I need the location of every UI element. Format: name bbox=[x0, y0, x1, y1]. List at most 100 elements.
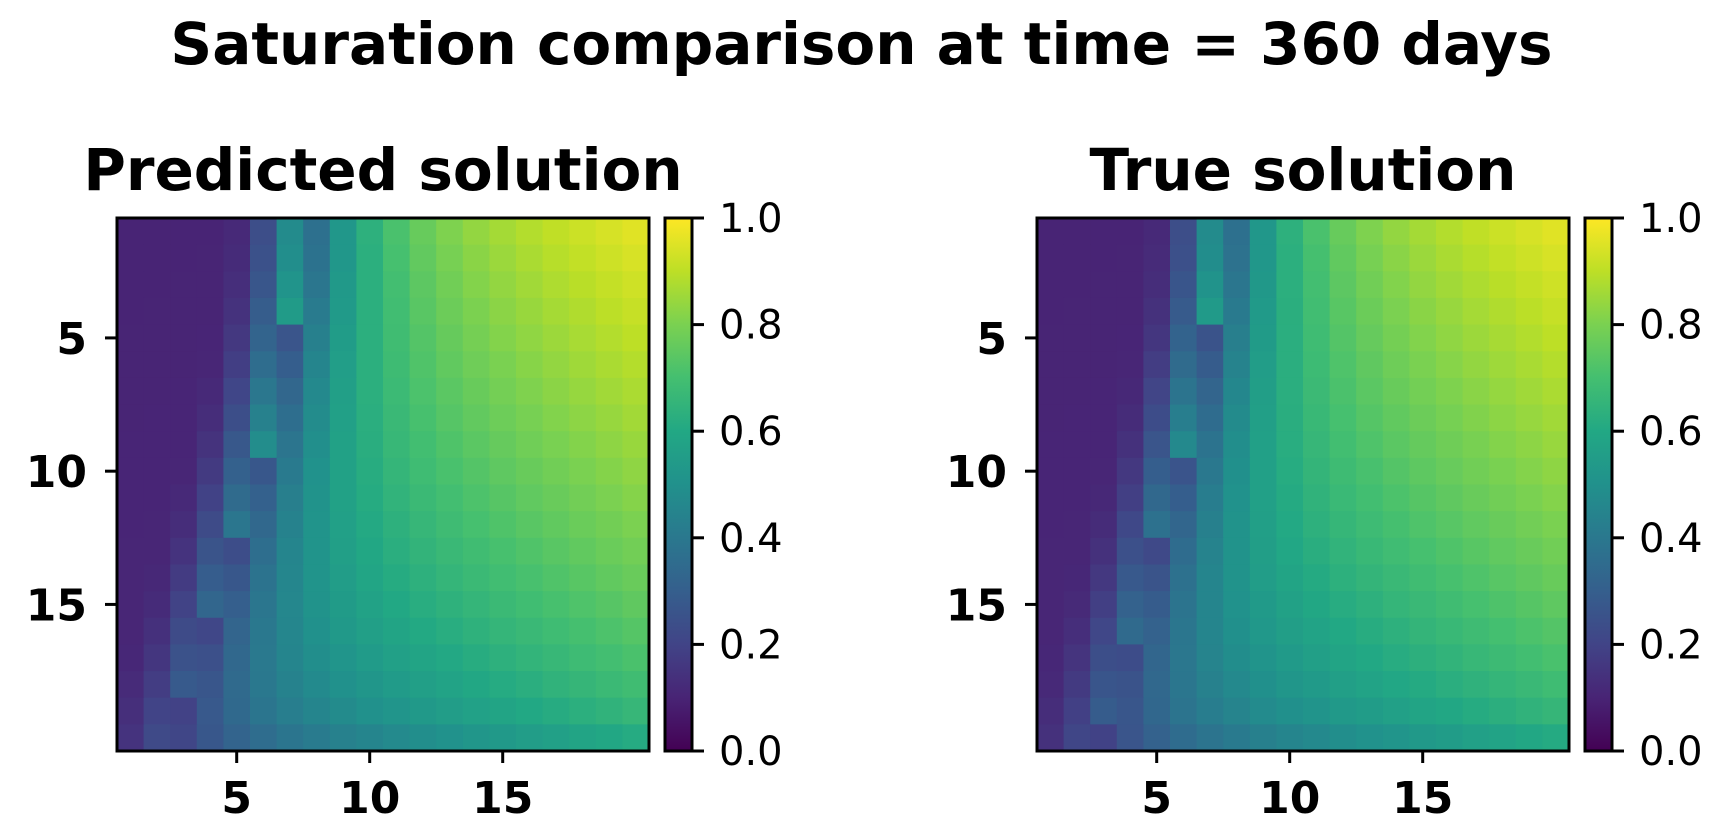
heatmap-cell bbox=[1276, 457, 1304, 486]
heatmap-cell bbox=[117, 697, 145, 725]
heatmap-cell bbox=[1489, 724, 1517, 752]
heatmap-cell bbox=[1489, 351, 1517, 379]
heatmap-cell bbox=[1436, 697, 1464, 725]
heatmap-cell bbox=[569, 324, 597, 352]
heatmap-cell bbox=[1356, 297, 1384, 326]
heatmap-cell bbox=[383, 484, 411, 512]
heatmap-cell bbox=[1542, 244, 1570, 272]
heatmap-cell bbox=[409, 431, 437, 459]
heatmap-cell bbox=[1436, 377, 1464, 406]
heatmap-cell bbox=[1542, 218, 1570, 246]
true-y-ticks: 5 10 15 bbox=[946, 314, 1037, 631]
heatmap-cell bbox=[329, 644, 357, 672]
heatmap-cell bbox=[1542, 431, 1570, 459]
heatmap-cell bbox=[250, 457, 278, 486]
heatmap-cell bbox=[1303, 351, 1331, 379]
heatmap-cell bbox=[569, 244, 597, 272]
heatmap-cell bbox=[569, 297, 597, 326]
heatmap-cell bbox=[1196, 377, 1224, 406]
colorbar-tick-label: 0.8 bbox=[719, 303, 783, 349]
heatmap-cell bbox=[409, 511, 437, 539]
heatmap-cell bbox=[622, 377, 650, 406]
heatmap-cell bbox=[516, 457, 544, 486]
heatmap-cell bbox=[1037, 244, 1065, 272]
heatmap-cell bbox=[250, 244, 278, 272]
heatmap-cell bbox=[1037, 697, 1065, 725]
heatmap-cell bbox=[489, 271, 517, 299]
heatmap-cell bbox=[1436, 671, 1464, 699]
heatmap-cell bbox=[489, 218, 517, 246]
heatmap-cell bbox=[1063, 218, 1091, 246]
heatmap-cell bbox=[462, 724, 490, 752]
heatmap-cell bbox=[595, 617, 623, 645]
heatmap-cell bbox=[303, 671, 331, 699]
heatmap-cell bbox=[1462, 218, 1490, 246]
heatmap-cell bbox=[1462, 484, 1490, 512]
heatmap-cell bbox=[1409, 431, 1437, 459]
heatmap-cell bbox=[1116, 484, 1144, 512]
true-colorbar-frame bbox=[1583, 216, 1614, 753]
heatmap-cell bbox=[143, 377, 171, 406]
heatmap-cell bbox=[223, 297, 251, 326]
heatmap-cell bbox=[489, 697, 517, 725]
heatmap-cell bbox=[1223, 617, 1251, 645]
heatmap-cell bbox=[356, 724, 384, 752]
heatmap-cell bbox=[1143, 297, 1171, 326]
predicted-panel: Predicted solution 5 10 15 5 10 15 0.0 0.2 0.4… bbox=[26, 136, 783, 824]
heatmap-cell bbox=[1223, 351, 1251, 379]
heatmap-cell bbox=[223, 537, 251, 566]
heatmap-cell bbox=[143, 404, 171, 432]
heatmap-cell bbox=[1143, 564, 1171, 592]
heatmap-cell bbox=[595, 351, 623, 379]
heatmap-cell bbox=[1436, 271, 1464, 299]
heatmap-cell bbox=[489, 644, 517, 672]
heatmap-cell bbox=[516, 271, 544, 299]
heatmap-cell bbox=[196, 271, 224, 299]
heatmap-cell bbox=[1249, 297, 1277, 326]
heatmap-cell bbox=[1382, 591, 1410, 619]
heatmap-cell bbox=[542, 484, 570, 512]
heatmap-cell bbox=[1116, 724, 1144, 752]
heatmap-cell bbox=[1409, 591, 1437, 619]
heatmap-cell bbox=[117, 271, 145, 299]
heatmap-cell bbox=[1382, 324, 1410, 352]
x-tick-label: 10 bbox=[339, 773, 400, 824]
x-tick-label: 10 bbox=[1259, 773, 1320, 824]
heatmap-cell bbox=[1436, 324, 1464, 352]
heatmap-cell bbox=[569, 564, 597, 592]
heatmap-cell bbox=[1515, 218, 1543, 246]
heatmap-cell bbox=[1116, 671, 1144, 699]
heatmap-cell bbox=[516, 724, 544, 752]
heatmap-cell bbox=[1462, 271, 1490, 299]
heatmap-cell bbox=[595, 431, 623, 459]
heatmap-cell bbox=[383, 537, 411, 566]
heatmap-cell bbox=[462, 644, 490, 672]
heatmap-cell bbox=[1515, 591, 1543, 619]
heatmap-cell bbox=[196, 377, 224, 406]
heatmap-cell bbox=[1542, 671, 1570, 699]
heatmap-cell bbox=[250, 431, 278, 459]
heatmap-cell bbox=[303, 457, 331, 486]
heatmap-cell bbox=[196, 671, 224, 699]
heatmap-cell bbox=[1116, 271, 1144, 299]
heatmap-cell bbox=[170, 244, 198, 272]
heatmap-cell bbox=[329, 564, 357, 592]
heatmap-cell bbox=[1382, 724, 1410, 752]
heatmap-cell bbox=[250, 591, 278, 619]
heatmap-cell bbox=[276, 564, 304, 592]
heatmap-cell bbox=[1143, 724, 1171, 752]
heatmap-cell bbox=[1329, 511, 1357, 539]
heatmap-cell bbox=[223, 324, 251, 352]
heatmap-cell bbox=[1196, 591, 1224, 619]
heatmap-cell bbox=[1276, 484, 1304, 512]
heatmap-cell bbox=[1143, 457, 1171, 486]
heatmap-cell bbox=[1356, 671, 1384, 699]
heatmap-cell bbox=[143, 724, 171, 752]
heatmap-cell bbox=[542, 271, 570, 299]
heatmap-cell bbox=[622, 297, 650, 326]
heatmap-cell bbox=[1143, 377, 1171, 406]
heatmap-cell bbox=[1489, 244, 1517, 272]
heatmap-cell bbox=[542, 324, 570, 352]
heatmap-cell bbox=[409, 324, 437, 352]
heatmap-cell bbox=[436, 697, 464, 725]
